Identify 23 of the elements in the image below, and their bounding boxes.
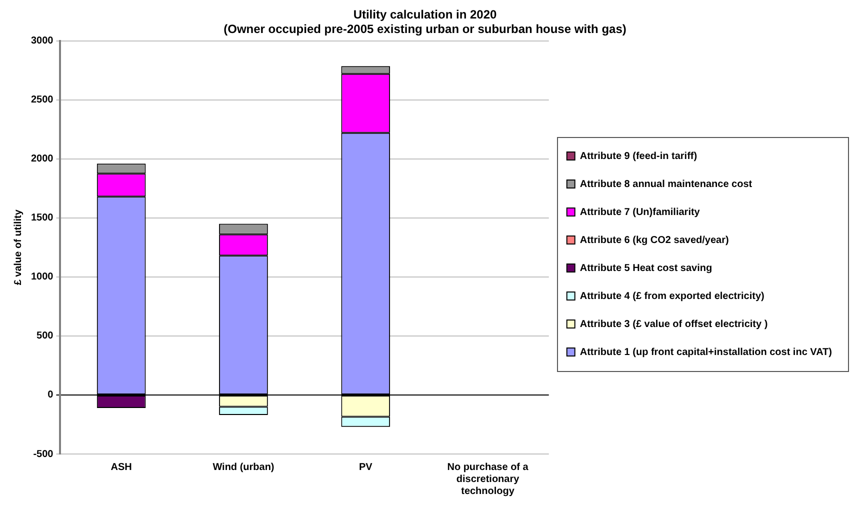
legend-label: Attribute 1 (up front capital+installation cost inc VAT) <box>580 346 832 358</box>
x-tick-label: No purchase of a discretionary technology <box>447 462 529 497</box>
y-tick-label: 2500 <box>30 94 54 106</box>
legend-label: Attribute 9 (feed-in tariff) <box>580 150 698 162</box>
y-axis-title: £ value of utility <box>12 209 24 286</box>
y-tick-label: 1000 <box>30 272 54 283</box>
legend-label: Attribute 4 (£ from exported electricity) <box>580 290 764 302</box>
x-tick-label: Wind (urban) <box>212 462 274 473</box>
chart-title: Utility calculation in 2020 <box>353 8 498 22</box>
y-tick-label: -500 <box>33 448 54 460</box>
y-tick-label: 500 <box>36 330 54 342</box>
x-tick-label: PV <box>358 462 373 473</box>
y-tick-label: 3000 <box>30 36 54 47</box>
y-tick-label: 1500 <box>30 212 54 224</box>
x-tick-label: ASH <box>110 462 132 473</box>
legend-label: Attribute 8 annual maintenance cost <box>580 178 753 190</box>
chart-subtitle: (Owner occupied pre-2005 existing urban or suburban house with gas) <box>224 22 626 36</box>
y-tick-label: 2000 <box>30 154 54 165</box>
legend-label: Attribute 7 (Un)familiarity <box>580 206 700 218</box>
legend-label: Attribute 5 Heat cost saving <box>580 262 712 274</box>
y-tick-label: 0 <box>48 390 54 401</box>
legend-label: Attribute 6 (kg CO2 saved/year) <box>580 234 729 246</box>
legend-label: Attribute 3 (£ value of offset electricity ) <box>580 318 768 330</box>
